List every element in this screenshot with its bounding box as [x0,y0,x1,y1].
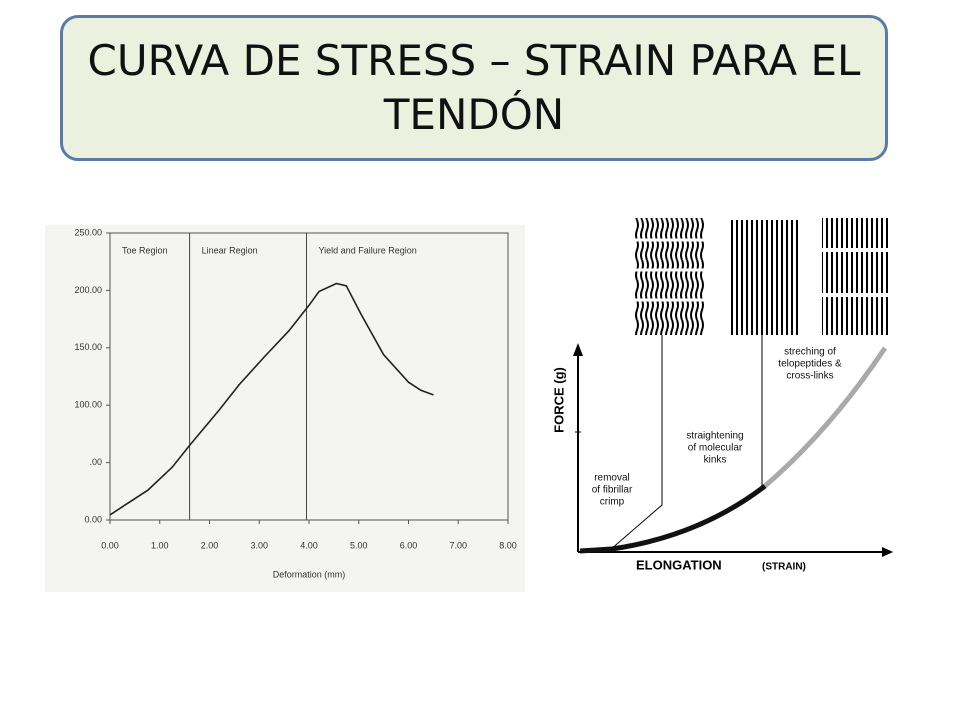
pointer [609,335,663,551]
y-tick-label: 150.00 [74,342,102,352]
x-tick-label: 5.00 [350,540,368,550]
x-label: ELONGATION [636,557,722,572]
x-tick-label: 6.00 [400,540,418,550]
region-label: Yield and Failure Region [319,245,417,255]
x-tick-label: 3.00 [250,540,268,550]
annotation: streching of [784,347,836,358]
x-tick-label: 1.00 [151,540,169,550]
fiber-diagram: FORCE (g) ELONGATION (STRAIN) [551,218,893,573]
annotation: of molecular [688,443,743,454]
y-label: FORCE (g) [551,367,566,433]
x-tick-label: 4.00 [300,540,318,550]
left-chart-bg [45,225,525,592]
annotation: telopeptides & [778,359,842,370]
x-arrow [882,547,893,557]
x-label-note: (STRAIN) [762,562,806,573]
x-label: Deformation (mm) [273,569,346,579]
straight-fibers [728,220,798,335]
x-tick-label: 2.00 [201,540,219,550]
annotation: kinks [704,455,727,466]
x-tick-label: 8.00 [499,540,517,550]
y-arrow [573,343,583,356]
region-label: Toe Region [122,245,168,255]
y-tick-label: 200.00 [74,285,102,295]
curve-toe [579,484,767,554]
stretched-fibers [822,218,890,335]
annotation: removal [594,473,630,484]
x-tick-label: 7.00 [449,540,467,550]
slide-title: CURVA DE STRESS – STRAIN PARA EL TENDÓN [60,15,888,161]
annotation: of fibrillar [592,485,633,496]
x-tick-label: 0.00 [101,540,119,550]
data-line [109,282,434,516]
y-tick-label: .00 [89,457,102,467]
region-label: Linear Region [202,245,258,255]
crimped-fibers [635,218,705,335]
annotation: straightening [686,431,743,442]
annotation: crimp [600,497,625,508]
y-tick-label: 100.00 [74,400,102,410]
annotation: cross-links [786,371,833,382]
y-tick-label: 250.00 [74,227,102,237]
stress-strain-chart: 0.00 .00 100.00 150.00 200.00 250.00 0.00 1.00 2… [74,227,516,579]
curve-linear [763,346,888,488]
y-tick-label: 0.00 [84,514,102,524]
